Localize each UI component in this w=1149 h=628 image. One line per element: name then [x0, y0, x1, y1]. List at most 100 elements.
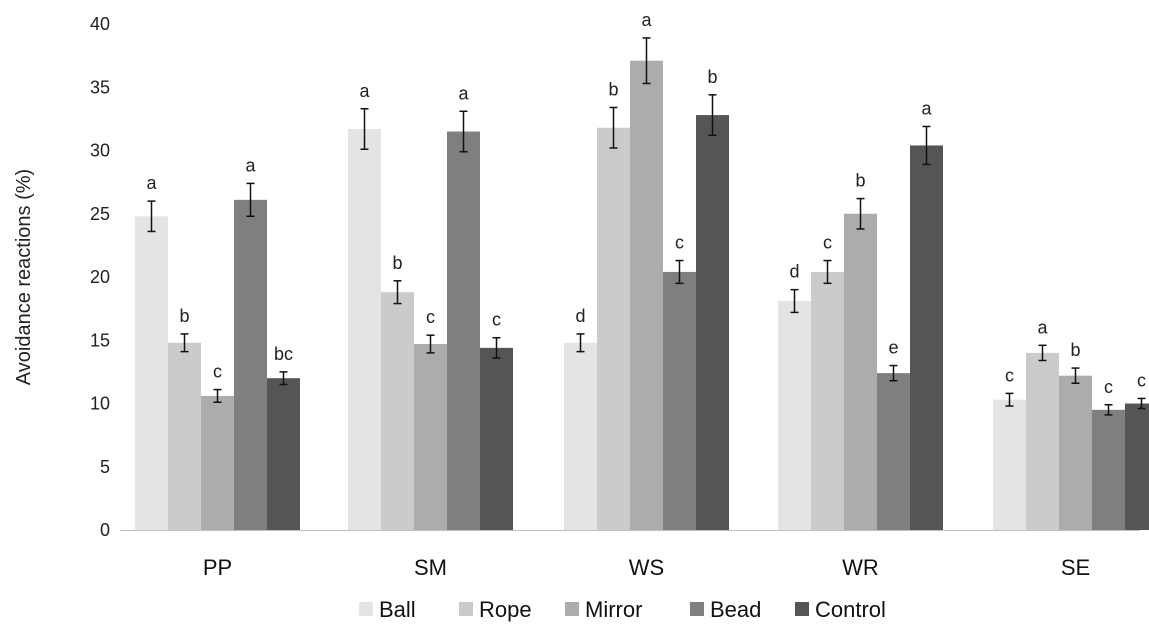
error-bar-control-pp — [279, 371, 288, 386]
bars-group — [135, 60, 1149, 531]
error-bar-control-ws — [708, 94, 717, 137]
bar-mirror-se — [1059, 375, 1092, 530]
legend: Ball Rope Mirror Bead Control — [359, 597, 886, 622]
bar-control-wr — [910, 145, 943, 530]
sig-label-mirror-sm: c — [426, 307, 435, 327]
sig-label-ball-pp: a — [146, 173, 157, 193]
bar-ball-ws — [564, 342, 597, 530]
error-bar-mirror-ws — [642, 37, 651, 85]
y-tick-label-30: 30 — [90, 141, 110, 161]
bar-mirror-pp — [201, 395, 234, 530]
sig-label-ball-wr: d — [789, 262, 799, 282]
bar-bead-pp — [234, 199, 267, 530]
sig-label-bead-se: c — [1104, 377, 1113, 397]
sig-label-rope-ws: b — [608, 79, 618, 99]
legend-label-mirror: Mirror — [585, 597, 642, 622]
y-tick-label-0: 0 — [100, 520, 110, 540]
legend-swatch-bead — [690, 602, 704, 616]
sig-label-bead-pp: a — [245, 155, 256, 175]
legend-label-rope: Rope — [479, 597, 532, 622]
error-bar-ball-se — [1005, 392, 1014, 407]
legend-label-ball: Ball — [379, 597, 416, 622]
y-tick-label-40: 40 — [90, 14, 110, 34]
y-tick-label-5: 5 — [100, 457, 110, 477]
category-label-ws: WS — [629, 555, 664, 580]
legend-label-bead: Bead — [710, 597, 761, 622]
legend-item-rope: Rope — [459, 597, 532, 622]
bar-bead-sm — [447, 131, 480, 530]
sig-label-control-wr: a — [921, 98, 932, 118]
bar-control-ws — [696, 115, 729, 530]
bar-control-se — [1125, 403, 1149, 530]
y-tick-label-15: 15 — [90, 330, 110, 350]
legend-item-mirror: Mirror — [565, 597, 642, 622]
bar-ball-wr — [778, 301, 811, 530]
bar-mirror-wr — [844, 213, 877, 530]
sig-label-rope-pp: b — [179, 306, 189, 326]
legend-item-ball: Ball — [359, 597, 416, 622]
bar-control-pp — [267, 378, 300, 530]
y-tick-label-10: 10 — [90, 394, 110, 414]
legend-swatch-mirror — [565, 602, 579, 616]
category-label-wr: WR — [842, 555, 879, 580]
bar-ball-pp — [135, 216, 168, 530]
bar-rope-ws — [597, 127, 630, 530]
y-axis-title: Avoidance reactions (%) — [13, 169, 35, 385]
error-bars-group — [147, 37, 1146, 416]
error-bar-bead-pp — [246, 182, 255, 218]
error-bar-mirror-se — [1071, 367, 1080, 385]
legend-label-control: Control — [815, 597, 886, 622]
sig-label-control-sm: c — [492, 310, 501, 330]
sig-label-bead-sm: a — [458, 83, 469, 103]
bar-mirror-ws — [630, 60, 663, 531]
sig-label-mirror-ws: a — [641, 10, 652, 30]
error-bar-bead-wr — [889, 364, 898, 382]
x-axis: PP SM WS WR SE — [203, 555, 1090, 580]
error-bar-ball-wr — [790, 288, 799, 314]
bar-rope-pp — [168, 342, 201, 530]
error-bar-control-se — [1137, 397, 1146, 410]
error-bar-ball-ws — [576, 333, 585, 353]
error-bar-mirror-wr — [856, 197, 865, 230]
error-bar-rope-ws — [609, 106, 618, 149]
error-bar-rope-pp — [180, 333, 189, 353]
bar-rope-se — [1026, 352, 1059, 530]
sig-label-bead-ws: c — [675, 233, 684, 253]
category-label-se: SE — [1061, 555, 1090, 580]
sig-label-ball-se: c — [1005, 365, 1014, 385]
error-bar-rope-sm — [393, 280, 402, 305]
category-label-pp: PP — [203, 555, 232, 580]
bar-rope-wr — [811, 271, 844, 530]
legend-swatch-control — [795, 602, 809, 616]
sig-label-control-se: c — [1137, 370, 1146, 390]
error-bar-control-wr — [922, 125, 931, 166]
y-tick-label-20: 20 — [90, 267, 110, 287]
legend-swatch-rope — [459, 602, 473, 616]
sig-label-rope-sm: b — [392, 253, 402, 273]
bar-bead-se — [1092, 409, 1125, 530]
bar-rope-sm — [381, 292, 414, 530]
error-bar-rope-wr — [823, 259, 832, 285]
sig-label-rope-se: a — [1037, 317, 1048, 337]
bar-ball-se — [993, 399, 1026, 530]
error-bar-ball-pp — [147, 200, 156, 233]
error-bar-mirror-sm — [426, 334, 435, 354]
sig-label-bead-wr: e — [888, 338, 898, 358]
error-bar-mirror-pp — [213, 388, 222, 403]
sig-label-ball-ws: d — [575, 306, 585, 326]
sig-label-ball-sm: a — [359, 81, 370, 101]
sig-label-control-ws: b — [707, 67, 717, 87]
sig-label-rope-wr: c — [823, 233, 832, 253]
error-bar-ball-sm — [360, 108, 369, 150]
bar-control-sm — [480, 347, 513, 530]
error-bar-bead-sm — [459, 110, 468, 153]
error-bar-control-sm — [492, 336, 501, 359]
legend-item-bead: Bead — [690, 597, 761, 622]
error-bar-rope-se — [1038, 344, 1047, 362]
y-tick-label-25: 25 — [90, 204, 110, 224]
category-label-sm: SM — [414, 555, 447, 580]
sig-label-mirror-wr: b — [855, 171, 865, 191]
bar-mirror-sm — [414, 344, 447, 530]
